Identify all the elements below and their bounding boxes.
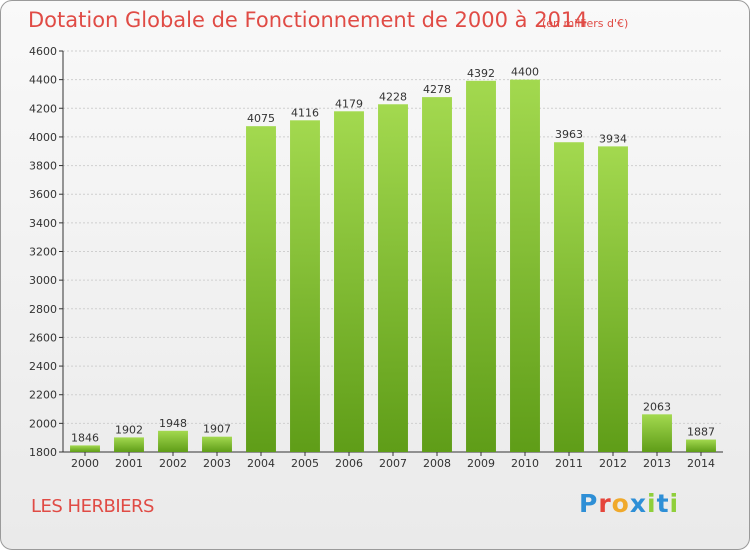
x-tick-label: 2001	[115, 457, 143, 470]
logo-letter: r	[598, 489, 612, 518]
y-tick-label: 1800	[29, 446, 57, 459]
bar-value-label: 3963	[555, 128, 583, 141]
y-tick-label: 4200	[29, 102, 57, 115]
x-tick-label: 2008	[423, 457, 451, 470]
bar	[466, 80, 496, 452]
x-tick-label: 2003	[203, 457, 231, 470]
x-tick-label: 2005	[291, 457, 319, 470]
bar-value-label: 1948	[159, 417, 187, 430]
x-tick-label: 2002	[159, 457, 187, 470]
y-tick-label: 4000	[29, 131, 57, 144]
bar-value-label: 1887	[687, 426, 715, 439]
bar	[334, 111, 364, 452]
bar	[422, 97, 452, 453]
bar-value-label: 1902	[115, 423, 143, 436]
bar	[510, 79, 540, 453]
bar	[290, 120, 320, 453]
bar	[70, 445, 100, 452]
commune-name: LES HERBIERS	[31, 496, 154, 517]
bar	[202, 436, 232, 452]
chart-title: Dotation Globale de Fonctionnement de 20…	[28, 8, 588, 32]
bar	[686, 439, 716, 452]
bar-value-label: 3934	[599, 132, 627, 145]
x-tick-label: 2006	[335, 457, 363, 470]
bar	[246, 126, 276, 452]
logo-letter: i	[669, 489, 680, 518]
logo-letter: o	[611, 489, 630, 518]
bar-value-label: 4400	[511, 66, 539, 79]
x-tick-label: 2013	[643, 457, 671, 470]
bar	[598, 146, 628, 452]
y-tick-label: 3400	[29, 217, 57, 230]
logo-letter: i	[647, 489, 657, 518]
y-tick-label: 2600	[29, 331, 57, 344]
logo-letter: x	[629, 489, 647, 518]
bar-value-label: 4116	[291, 106, 319, 119]
y-tick-label: 3000	[29, 274, 57, 287]
y-tick-label: 4400	[29, 74, 57, 87]
y-tick-label: 3800	[29, 160, 57, 173]
x-tick-label: 2004	[247, 457, 275, 470]
y-tick-label: 2800	[29, 303, 57, 316]
bar-value-label: 4075	[247, 112, 275, 125]
x-tick-label: 2011	[555, 457, 583, 470]
y-tick-label: 3600	[29, 188, 57, 201]
x-tick-label: 2014	[687, 457, 715, 470]
x-tick-label: 2009	[467, 457, 495, 470]
x-tick-label: 2007	[379, 457, 407, 470]
bar	[378, 104, 408, 453]
x-tick-label: 2010	[511, 457, 539, 470]
bar	[158, 430, 188, 452]
bar-value-label: 4228	[379, 90, 407, 103]
x-tick-label: 2000	[71, 457, 99, 470]
y-tick-label: 3200	[29, 246, 57, 259]
y-tick-label: 2200	[29, 389, 57, 402]
proxiti-logo: Proxiti	[579, 489, 679, 518]
bar	[642, 414, 672, 452]
bar	[114, 437, 144, 452]
logo-letter: t	[656, 489, 670, 518]
y-tick-label: 2400	[29, 360, 57, 373]
bar-value-label: 1907	[203, 423, 231, 436]
bar-value-label: 4392	[467, 67, 495, 80]
x-tick-label: 2012	[599, 457, 627, 470]
bar	[554, 142, 584, 453]
y-tick-label: 2000	[29, 417, 57, 430]
bar-value-label: 4179	[335, 97, 363, 110]
y-tick-label: 4600	[29, 45, 57, 58]
bar-value-label: 4278	[423, 83, 451, 96]
logo-letter: P	[579, 489, 599, 518]
chart-subtitle: (en milliers d'€)	[542, 17, 629, 30]
bar-value-label: 1846	[71, 431, 99, 444]
bar-value-label: 2063	[643, 400, 671, 413]
